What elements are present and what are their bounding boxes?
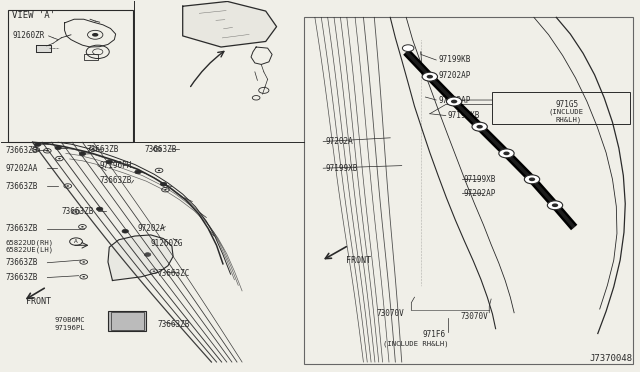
Text: 73070V: 73070V <box>461 312 488 321</box>
Circle shape <box>427 75 433 78</box>
Circle shape <box>547 201 563 210</box>
Text: 91260ZG: 91260ZG <box>151 239 183 248</box>
Circle shape <box>403 45 414 51</box>
Circle shape <box>67 185 69 187</box>
Circle shape <box>156 148 159 150</box>
Circle shape <box>529 177 535 181</box>
Text: VIEW 'A': VIEW 'A' <box>12 11 55 20</box>
Text: 73663ZB: 73663ZB <box>6 224 38 233</box>
Text: 97202AA: 97202AA <box>6 164 38 173</box>
Text: 73663ZC: 73663ZC <box>157 269 189 278</box>
Text: 97199KB: 97199KB <box>438 55 470 64</box>
Text: 73663ZB: 73663ZB <box>6 273 38 282</box>
Circle shape <box>55 146 61 150</box>
Circle shape <box>83 276 85 278</box>
Text: 97202A: 97202A <box>325 137 353 146</box>
Circle shape <box>447 97 462 106</box>
Text: 97199XB: 97199XB <box>325 164 358 173</box>
Circle shape <box>35 149 37 150</box>
Circle shape <box>499 149 514 158</box>
Polygon shape <box>36 45 51 52</box>
Text: J7370048: J7370048 <box>590 354 633 363</box>
Bar <box>84 54 98 60</box>
Text: 73663ZB: 73663ZB <box>100 176 132 185</box>
Circle shape <box>92 148 95 150</box>
Circle shape <box>158 170 161 171</box>
Text: 73663ZB: 73663ZB <box>145 145 177 154</box>
Text: 73663ZB: 73663ZB <box>6 146 38 155</box>
Text: 97202AP: 97202AP <box>464 189 496 198</box>
Bar <box>304 17 633 364</box>
Circle shape <box>552 203 558 207</box>
Circle shape <box>81 226 84 228</box>
Text: 971F6: 971F6 <box>422 330 445 340</box>
Polygon shape <box>108 235 173 280</box>
Circle shape <box>476 125 483 129</box>
Text: 73663ZB: 73663ZB <box>157 321 189 330</box>
Text: 73663ZB: 73663ZB <box>6 182 38 190</box>
Text: FRONT: FRONT <box>346 256 371 265</box>
Circle shape <box>161 182 167 186</box>
Circle shape <box>106 160 113 164</box>
Text: RH&LH): RH&LH) <box>555 116 581 122</box>
Circle shape <box>122 230 129 233</box>
Text: 73663ZB: 73663ZB <box>61 207 93 216</box>
Text: 65822UE(LH): 65822UE(LH) <box>6 247 54 253</box>
Circle shape <box>145 253 151 256</box>
Circle shape <box>135 170 141 174</box>
Text: 73663ZB: 73663ZB <box>6 258 38 267</box>
Bar <box>111 312 144 330</box>
Text: (INCLUDE: (INCLUDE <box>548 109 584 115</box>
Circle shape <box>83 261 85 263</box>
Text: 97196PH: 97196PH <box>100 161 132 170</box>
Bar <box>108 311 147 331</box>
Circle shape <box>524 175 540 184</box>
Text: 73070V: 73070V <box>376 310 404 318</box>
Circle shape <box>79 152 86 155</box>
Text: FRONT: FRONT <box>26 297 51 306</box>
Text: 97199XB: 97199XB <box>464 175 496 184</box>
Text: 970B6MC: 970B6MC <box>55 317 86 323</box>
Text: 97202AP: 97202AP <box>438 96 470 105</box>
Text: 65822UD(RH): 65822UD(RH) <box>6 239 54 246</box>
Circle shape <box>97 207 103 211</box>
Text: 91260ZR: 91260ZR <box>12 31 45 41</box>
Circle shape <box>35 142 41 146</box>
Text: 971G5: 971G5 <box>555 100 578 109</box>
Circle shape <box>503 151 509 155</box>
Text: 97199XB: 97199XB <box>448 111 480 120</box>
Circle shape <box>46 150 49 151</box>
Text: 73663ZB: 73663ZB <box>87 145 119 154</box>
Text: 97202A: 97202A <box>138 224 166 233</box>
Text: 97196PL: 97196PL <box>55 325 86 331</box>
Circle shape <box>75 211 77 213</box>
Circle shape <box>422 72 438 81</box>
Polygon shape <box>182 1 276 47</box>
Circle shape <box>451 100 458 103</box>
Circle shape <box>164 189 167 190</box>
Bar <box>492 92 630 124</box>
Circle shape <box>472 122 487 131</box>
Circle shape <box>153 270 156 272</box>
Text: (INCLUDE RH&LH): (INCLUDE RH&LH) <box>383 340 448 347</box>
Text: 97202AP: 97202AP <box>438 71 470 80</box>
Bar <box>8 10 133 141</box>
Circle shape <box>58 158 61 159</box>
Text: A: A <box>74 239 78 244</box>
Circle shape <box>92 33 99 37</box>
